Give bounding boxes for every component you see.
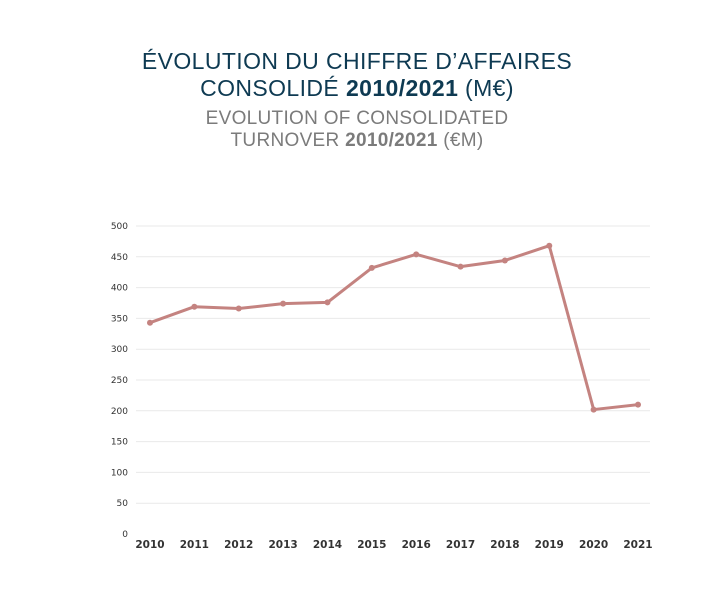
data-point-2019 <box>546 242 553 249</box>
series-line <box>148 244 640 412</box>
y-tick-label: 400 <box>111 284 128 294</box>
y-tick-label: 300 <box>111 345 128 355</box>
data-point-2010 <box>147 319 153 326</box>
y-tick-label: 100 <box>111 468 128 478</box>
title-en-line2: TURNOVER 2010/2021 (€M) <box>0 130 714 152</box>
data-point-2018 <box>501 257 508 264</box>
title-en-line2-years: 2010/2021 <box>345 130 438 151</box>
y-tick-label: 500 <box>111 222 128 232</box>
title-en-line1: EVOLUTION OF CONSOLIDATED <box>205 108 509 129</box>
chart-title: ÉVOLUTION DU CHIFFRE D’AFFAIRES CONSOLID… <box>0 48 714 152</box>
x-tick-label: 2017 <box>446 539 475 551</box>
y-tick-label: 50 <box>117 499 129 509</box>
title-en-line2-pre: TURNOVER <box>230 130 346 151</box>
title-french: ÉVOLUTION DU CHIFFRE D’AFFAIRES CONSOLID… <box>0 48 714 102</box>
x-tick-label: 2020 <box>579 539 608 551</box>
y-tick-label: 250 <box>111 376 128 386</box>
data-point-2015 <box>368 264 375 271</box>
data-point-2020 <box>590 406 597 413</box>
data-point-2021 <box>635 401 641 408</box>
x-tick-label: 2011 <box>180 539 209 551</box>
y-tick-label: 150 <box>111 438 128 448</box>
data-point-2012 <box>235 305 242 312</box>
data-point-2011 <box>191 303 198 310</box>
x-tick-label: 2019 <box>535 539 564 551</box>
y-tick-label: 200 <box>111 407 128 417</box>
title-fr-line2: CONSOLIDÉ 2010/2021 (M€) <box>0 75 714 102</box>
data-point-2016 <box>413 251 420 258</box>
x-tick-label: 2015 <box>357 539 386 551</box>
title-en-line2-unit: (€M) <box>437 130 484 151</box>
x-tick-label: 2013 <box>268 539 297 551</box>
title-fr-line2-unit: (M€) <box>458 75 514 101</box>
y-tick-label: 0 <box>122 530 128 540</box>
x-tick-label: 2021 <box>623 539 652 551</box>
x-tick-label: 2018 <box>490 539 519 551</box>
data-point-2013 <box>280 300 287 307</box>
x-tick-label: 2016 <box>402 539 431 551</box>
x-axis-ticks: 2010 2011 2012 2013 2014 2015 2016 2017 2018 2019… <box>135 539 652 551</box>
grid-layer <box>136 225 650 504</box>
title-fr-line2-years: 2010/2021 <box>345 75 459 101</box>
x-tick-label: 2012 <box>224 539 253 551</box>
x-tick-label: 2010 <box>135 539 164 551</box>
data-point-2017 <box>457 263 464 270</box>
title-fr-line2-pre: CONSOLIDÉ <box>200 75 346 101</box>
data-point-2014 <box>324 299 331 306</box>
x-tick-label: 2014 <box>313 539 342 551</box>
y-tick-label: 450 <box>111 253 128 263</box>
title-fr-line1: ÉVOLUTION DU CHIFFRE D’AFFAIRES <box>141 48 573 74</box>
y-tick-label: 350 <box>111 314 128 324</box>
title-english: EVOLUTION OF CONSOLIDATED TURNOVER 2010/… <box>0 108 714 152</box>
series-layer <box>147 242 641 413</box>
y-axis-ticks: 0 50 100 150 200 250 300 350 400 450 500 <box>111 222 128 540</box>
